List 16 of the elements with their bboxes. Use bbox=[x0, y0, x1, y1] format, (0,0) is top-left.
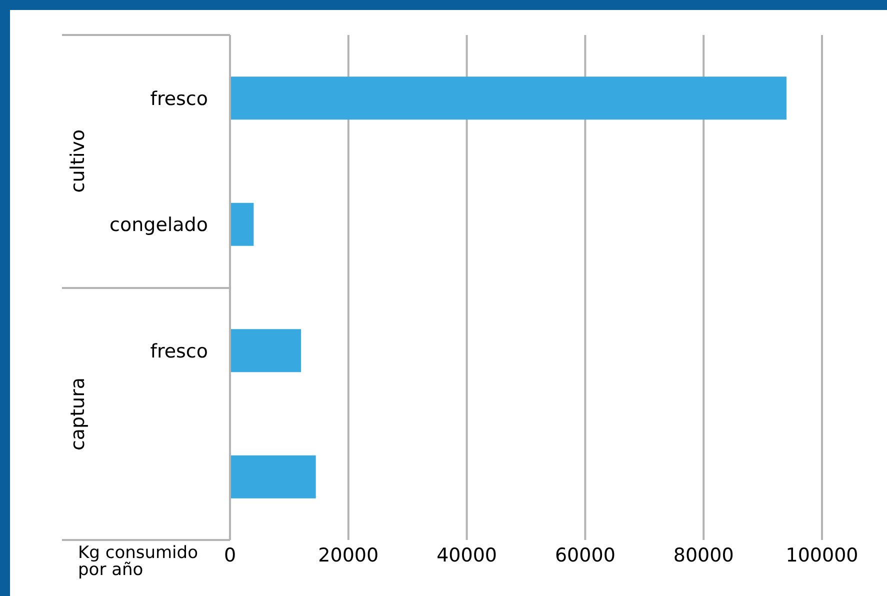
x-axis-title: Kg consumido por año bbox=[78, 543, 199, 580]
x-tick-label: 20000 bbox=[318, 544, 379, 566]
x-tick-label: 0 bbox=[224, 544, 236, 566]
bar bbox=[230, 329, 302, 372]
x-tick-label: 80000 bbox=[673, 544, 734, 566]
x-tick-label: 60000 bbox=[554, 544, 616, 566]
bar bbox=[230, 76, 786, 120]
bar bbox=[230, 202, 254, 246]
bar bbox=[230, 455, 316, 498]
text: cultivo bbox=[67, 130, 89, 193]
y-tick-label: congelado bbox=[110, 214, 208, 236]
x-tick-label: 40000 bbox=[436, 544, 498, 566]
y-tick-label: fresco bbox=[150, 340, 208, 362]
y-tick-label: fresco bbox=[150, 88, 208, 110]
x-tick-label: 100000 bbox=[786, 544, 858, 566]
text: captura bbox=[67, 377, 89, 450]
